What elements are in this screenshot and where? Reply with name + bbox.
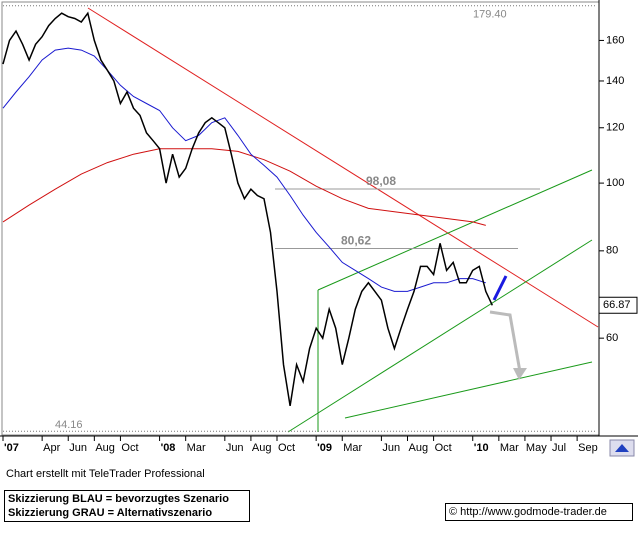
series-line: [2, 148, 486, 226]
x-tick-label: Jun: [69, 442, 87, 454]
y-tick-label: 60: [606, 332, 618, 344]
x-tick-label: Apr: [43, 442, 60, 454]
x-tick-label: Oct: [435, 442, 452, 454]
note: Skizzierung BLAU = bevorzugtes Szenario: [8, 493, 229, 505]
chart: 60 80 100 120 140 160 '07 Apr Jun Aug Oct '08 Mar Jun…: [0, 0, 638, 460]
x-tick-label: Aug: [252, 442, 272, 454]
x-tick-label: Jun: [226, 442, 244, 454]
x-tick-label: '07: [4, 442, 19, 454]
level-label: 80,62: [341, 234, 371, 248]
note: Skizzierung GRAU = Alternativszenario: [8, 507, 213, 519]
channel-line: [317, 169, 593, 291]
x-tick-label: Aug: [95, 442, 115, 454]
y-tick-label: 120: [606, 122, 624, 134]
x-tick-label: '08: [161, 442, 176, 454]
x-tick-label: Jun: [382, 442, 400, 454]
x-tick-label: Mar: [343, 442, 362, 454]
support-line: [344, 361, 593, 419]
x-tick-label: Aug: [408, 442, 428, 454]
high-label: 179.40: [473, 9, 507, 21]
x-tick-label: May: [526, 442, 547, 454]
x-tick-label: Oct: [121, 442, 138, 454]
x-tick-label: Mar: [187, 442, 206, 454]
y-tick-label: 100: [606, 177, 624, 189]
x-tick-label: '10: [474, 442, 489, 454]
last-price-label: 66.87: [603, 299, 631, 311]
y-tick-label: 80: [606, 245, 618, 257]
channel-line: [287, 239, 593, 433]
series-line: [2, 11, 493, 407]
trendline: [87, 7, 599, 328]
x-tick-label: Oct: [278, 442, 295, 454]
url[interactable]: © http://www.godmode-trader.de: [445, 503, 633, 521]
arrow-head: [513, 368, 527, 380]
level-label: 98,08: [366, 174, 396, 188]
background: [0, 0, 638, 460]
last-price-box: [598, 296, 638, 314]
credit: Chart erstellt mit TeleTrader Profession…: [6, 468, 205, 480]
y-tick-label: 140: [606, 75, 624, 87]
x-tick-label: '09: [317, 442, 332, 454]
low-label: 44.16: [55, 419, 83, 431]
x-tick-label: Sep: [578, 442, 598, 454]
scenario-arrow: [492, 275, 508, 301]
alt-scenario-arrow: [489, 310, 522, 373]
notes-box: Skizzierung BLAU = bevorzugtes Szenario …: [4, 490, 250, 522]
x-tick-label: Mar: [500, 442, 519, 454]
x-tick-label: Jul: [552, 442, 566, 454]
y-tick-label: 160: [606, 34, 624, 46]
toolbar-icon[interactable]: [609, 439, 635, 457]
series-line: [2, 47, 486, 292]
